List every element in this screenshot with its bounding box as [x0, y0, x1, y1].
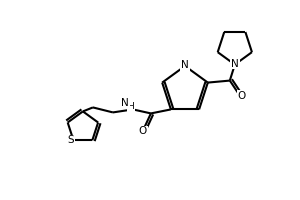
Text: N: N — [181, 60, 189, 70]
Text: N: N — [121, 98, 129, 108]
Text: H: H — [128, 102, 134, 111]
Text: O: O — [139, 126, 147, 136]
Text: O: O — [238, 91, 246, 101]
Text: N: N — [231, 59, 239, 69]
Text: S: S — [67, 135, 74, 145]
